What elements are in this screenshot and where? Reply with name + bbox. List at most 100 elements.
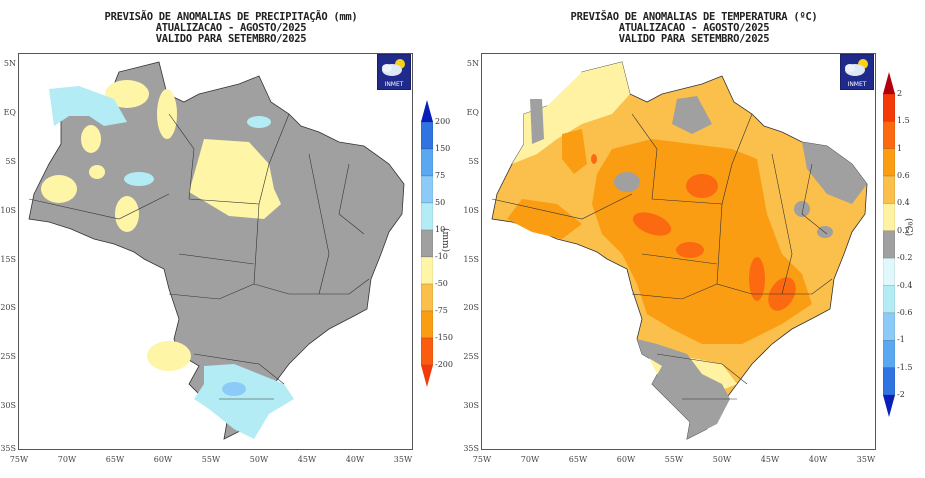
colorbar-label: -150 — [435, 333, 453, 342]
lat-label: 10S — [463, 206, 479, 215]
cloud-sun-icon — [845, 59, 868, 76]
colorbar-segment — [883, 367, 895, 396]
lon-label: 45W — [297, 455, 317, 464]
colorbar-bottom-cap — [421, 365, 433, 387]
colorbar-label: 75 — [435, 171, 446, 180]
moderate-warm-patch — [507, 199, 582, 239]
lat-label: 20S — [463, 303, 479, 312]
neutral-patch — [802, 142, 867, 204]
state-borders — [491, 113, 833, 400]
lon-label: 50W — [249, 455, 269, 464]
precipitation-map — [28, 61, 405, 440]
colorbar-segment — [883, 93, 895, 122]
colorbar-label: 0.6 — [897, 171, 910, 181]
strong-warm-patch — [591, 154, 597, 164]
inmet-logo: INMET — [377, 54, 411, 90]
colorbar-label: 10 — [435, 225, 446, 234]
title-line-1: PREVISÃO DE ANOMALIAS DE PRECIPITAÇÃO (m… — [104, 11, 358, 23]
colorbar-bottom-cap — [883, 395, 895, 417]
title-line-2: ATUALIZACAO - AGOSTO/2025 — [618, 22, 770, 34]
precipitation-panel: PREVISÃO DE ANOMALIAS DE PRECIPITAÇÃO (m… — [0, 0, 462, 478]
colorbar-segment — [883, 312, 895, 341]
dry-anomaly-patch — [89, 165, 105, 179]
lon-label: 40W — [808, 455, 828, 464]
lat-label: 20S — [0, 303, 16, 312]
lat-label: 5N — [466, 59, 479, 68]
colorbar-segment — [421, 121, 433, 150]
title-line-1: PREVIŠAO DE ANOMALIAS DE TEMPERATURA (ºC… — [570, 11, 818, 23]
dry-anomaly-patch — [41, 175, 77, 203]
colorbar-top-cap — [421, 100, 433, 122]
lon-label: 70W — [57, 455, 77, 464]
lon-label: 65W — [105, 455, 125, 464]
logo-text: INMET — [384, 81, 404, 88]
lat-label: 25S — [463, 352, 479, 361]
colorbar-label: -200 — [435, 360, 453, 369]
lon-label: 60W — [153, 455, 173, 464]
strong-warm-patch — [749, 257, 765, 301]
colorbar-segment — [883, 257, 895, 286]
strong-warm-patch — [676, 242, 704, 258]
colorbar-segment — [883, 175, 895, 204]
colorbar-label: 0.4 — [897, 198, 910, 208]
neutral-patch — [637, 339, 730, 439]
precipitation-colorbar: 200 150 75 50 10 -10 -50 -75 -150 -200 — [421, 100, 453, 387]
lat-label: 35S — [0, 444, 16, 453]
dry-anomaly-patch — [189, 139, 281, 219]
lat-label: 30S — [463, 401, 479, 410]
title-line-2: ATUALIZACAO - AGOSTO/2025 — [155, 22, 307, 34]
colorbar-label: 200 — [435, 117, 451, 126]
colorbar-segment — [421, 310, 433, 339]
strong-warm-patch — [686, 174, 718, 198]
colorbar-segment — [883, 121, 895, 149]
lat-label: 30S — [0, 401, 16, 410]
colorbar-segment — [883, 285, 895, 314]
colorbar-label: -1 — [897, 335, 905, 345]
wet-strong-anomaly-patch — [222, 382, 246, 396]
colorbar-label: -50 — [435, 279, 448, 288]
lon-label: 55W — [664, 455, 684, 464]
lat-label: 5N — [3, 59, 16, 68]
colorbar-label: 150 — [435, 144, 451, 153]
colorbar-label: 50 — [435, 198, 446, 207]
lat-label: 15S — [463, 255, 479, 264]
colorbar-segment — [883, 230, 895, 259]
dry-anomaly-patch — [81, 125, 101, 153]
colorbar-label: -0.4 — [897, 280, 913, 290]
strong-warm-patch — [632, 212, 672, 236]
lon-label: 65W — [568, 455, 588, 464]
colorbar-segment — [883, 148, 895, 177]
dry-anomaly-patch — [115, 196, 139, 232]
dry-anomaly-patch — [147, 341, 191, 371]
lat-label: 35S — [463, 444, 479, 453]
title-line-3: VALIDO PARA SETEMBRO/2025 — [618, 33, 770, 45]
colorbar-label: -2 — [897, 390, 905, 399]
colorbar-label: -10 — [435, 252, 448, 261]
lat-label: 25S — [0, 352, 16, 361]
lon-label: 40W — [345, 455, 365, 464]
lon-label: 35W — [393, 455, 413, 464]
temperature-title: PREVIŠAO DE ANOMALIAS DE TEMPERATURA (ºC… — [463, 12, 925, 45]
neutral-patch — [672, 96, 712, 134]
temperature-panel: PREVIŠAO DE ANOMALIAS DE TEMPERATURA (ºC… — [463, 0, 925, 478]
colorbar-graphic — [421, 100, 433, 387]
colorbar-top-cap — [883, 72, 895, 94]
colorbar-segment — [883, 340, 895, 368]
colorbar-segment — [421, 175, 433, 204]
colorbar-segment — [421, 148, 433, 177]
lat-label: 5S — [5, 157, 16, 166]
colorbar-label: -0.6 — [897, 307, 913, 317]
wet-anomaly-patch — [49, 86, 127, 126]
colorbar-graphic — [883, 72, 895, 417]
lat-label: 5S — [468, 157, 479, 166]
neutral-patch — [614, 172, 640, 192]
colorbar-segment — [883, 203, 895, 232]
colorbar-segment — [421, 283, 433, 312]
colorbar-segment — [421, 202, 433, 231]
colorbar-label: -1.5 — [897, 362, 913, 372]
lat-label: EQ — [3, 108, 16, 117]
lon-label: 75W — [472, 455, 492, 464]
lat-label: EQ — [466, 108, 479, 117]
neutral-patch — [794, 201, 810, 217]
temperature-map-frame — [481, 53, 876, 450]
